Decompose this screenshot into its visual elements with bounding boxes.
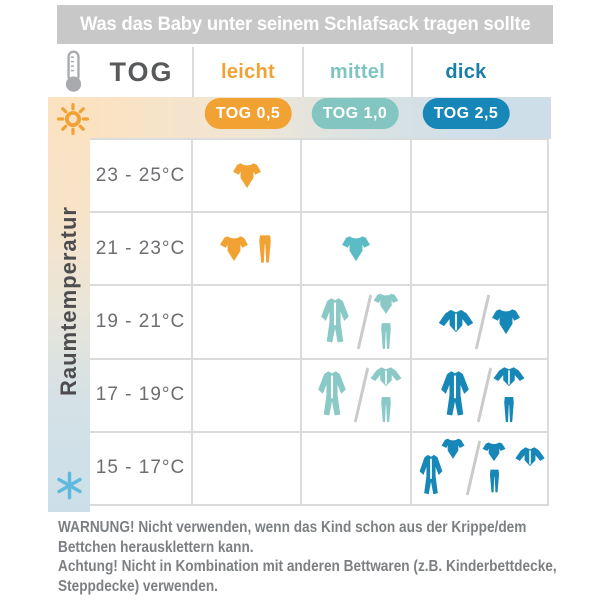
bodysuit-short-icon bbox=[232, 162, 261, 188]
outfit-longsleeve-pants bbox=[368, 364, 404, 426]
clothing-cell-leicht-row2 bbox=[193, 213, 302, 287]
bodysuit-short-icon bbox=[492, 309, 520, 335]
clothing-cell-leicht-row3 bbox=[193, 286, 302, 360]
clothing-cell-mittel-row4 bbox=[302, 359, 412, 433]
bodysuit-long-icon bbox=[493, 367, 525, 387]
tog-badge-dick: TOG 2,5 bbox=[422, 98, 510, 129]
alternative-divider bbox=[474, 294, 491, 350]
bodysuit-long-icon bbox=[370, 367, 401, 387]
title-bar: Was das Baby unter seinem Schlafsack tra… bbox=[57, 5, 553, 44]
outfit-bodysuit-pants-plus-longsleeve bbox=[480, 436, 547, 500]
alternative-divider bbox=[356, 294, 372, 350]
tog-column-title: TOG bbox=[109, 57, 174, 87]
header-divider bbox=[192, 47, 194, 97]
page-title: Was das Baby unter seinem Schlafsack tra… bbox=[79, 13, 531, 35]
clothing-cell-mittel-row3 bbox=[302, 286, 412, 360]
clothing-cell-leicht-row4 bbox=[193, 359, 302, 433]
bodysuit-long-icon bbox=[438, 309, 474, 333]
warning-line: Achtung! Nicht in Kombination mit andere… bbox=[58, 558, 557, 575]
temp-range-label: 21 - 23°C bbox=[90, 213, 193, 287]
clothing-cell-leicht-row5 bbox=[193, 432, 302, 506]
clothing-cell-dick-row5 bbox=[412, 432, 549, 506]
alternative-divider bbox=[353, 367, 369, 423]
bodysuit-short-icon bbox=[219, 235, 248, 261]
column-header-dick: dick bbox=[445, 61, 487, 83]
sleepsuit-icon bbox=[320, 298, 349, 343]
sleepsuit-icon bbox=[317, 371, 346, 416]
pants-icon bbox=[489, 469, 499, 493]
column-header-leicht: leicht bbox=[220, 61, 276, 83]
sleepsuit-icon bbox=[441, 371, 469, 416]
column-header-mittel: mittel bbox=[329, 61, 386, 83]
sleepsuit-icon bbox=[419, 455, 443, 495]
outfit-bodysuit-pants bbox=[371, 291, 401, 353]
clothing-cell-dick-row1 bbox=[412, 140, 549, 214]
bodysuit-short-icon bbox=[482, 442, 506, 462]
bodysuit-short-icon bbox=[373, 293, 398, 314]
header-divider bbox=[411, 47, 413, 97]
clothing-cell-mittel-row1 bbox=[302, 140, 412, 214]
temperature-gradient-strip bbox=[48, 97, 90, 512]
temp-range-label: 17 - 19°C bbox=[90, 359, 193, 433]
room-temperature-axis-label: Raumtemperatur bbox=[56, 205, 81, 397]
alternative-divider bbox=[466, 440, 482, 496]
clothing-cell-mittel-row2 bbox=[302, 213, 412, 287]
clothing-cell-mittel-row5 bbox=[302, 432, 412, 506]
warning-line: Bettchen herausklettern kann. bbox=[58, 538, 254, 556]
outfit-sleepsuit-plus-bodysuit bbox=[412, 436, 467, 500]
pants-icon bbox=[258, 235, 271, 263]
sun-icon bbox=[56, 102, 90, 136]
pants-icon bbox=[380, 397, 391, 423]
temp-range-label: 15 - 17°C bbox=[90, 432, 193, 506]
bodysuit-short-icon bbox=[342, 235, 370, 261]
alternative-divider bbox=[476, 367, 493, 423]
room-temperature-axis: Raumtemperatur bbox=[48, 97, 90, 505]
tog-table: 23 - 25°C 21 - 23°C 19 - 21°C 17 - 19°C 15 -… bbox=[90, 138, 549, 506]
bodysuit-long-icon bbox=[515, 447, 545, 467]
warning-block: WARNUNG! Nicht verwenden, wenn das Kind … bbox=[58, 518, 578, 596]
tog-badge-leicht: TOG 0,5 bbox=[204, 98, 292, 129]
snowflake-icon bbox=[57, 471, 82, 500]
pants-icon bbox=[504, 397, 514, 423]
temp-range-label: 19 - 21°C bbox=[90, 286, 193, 360]
clothing-cell-dick-row4 bbox=[412, 359, 549, 433]
clothing-cell-dick-row3 bbox=[412, 286, 549, 360]
clothing-cell-leicht-row1 bbox=[193, 140, 302, 214]
warning-line: WARNUNG! Nicht verwenden, wenn das Kind … bbox=[58, 519, 527, 536]
tog-badge-mittel: TOG 1,0 bbox=[311, 98, 399, 129]
warning-line: Steppdecke) verwenden. bbox=[58, 577, 218, 595]
bodysuit-short-icon bbox=[441, 438, 465, 460]
header-divider bbox=[302, 47, 304, 97]
temp-range-label: 23 - 25°C bbox=[90, 140, 193, 214]
thermometer-icon bbox=[65, 50, 82, 92]
pants-icon bbox=[380, 323, 391, 349]
clothing-cell-dick-row2 bbox=[412, 213, 549, 287]
outfit-longsleeve-pants bbox=[491, 364, 527, 426]
